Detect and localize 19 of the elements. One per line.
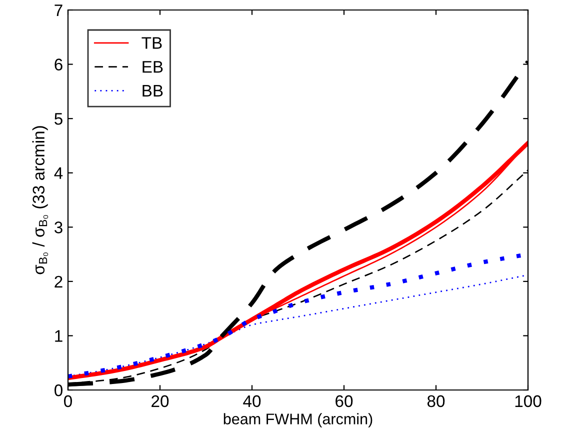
x-tick-label: 20 [152,395,169,408]
x-tick-label: 80 [427,395,445,408]
y-tick-label: 5 [54,113,62,125]
y-tick-label: 7 [54,4,62,16]
legend-label: EB [142,61,163,73]
x-tick-label: 40 [243,395,261,408]
y-tick-label: 4 [54,167,63,179]
x-tick-label: 0 [64,395,72,408]
y-tick-label: 2 [54,276,62,288]
legend-label: BB [142,85,163,96]
x-axis-title: beam FWHM (arcmin) [224,413,372,428]
y-tick-label: 3 [54,222,62,234]
y-tick-label: 1 [55,330,62,342]
y-axis-title: σ$_{B₀}$ / σ$_{B₀}$ (33 arcmin) [32,126,48,274]
x-tick-label: 100 [515,395,542,408]
legend-label: TB [142,37,162,49]
y-tick-label: 0 [54,384,62,396]
y-tick-label: 6 [54,58,62,70]
x-tick-label: 60 [336,395,353,408]
